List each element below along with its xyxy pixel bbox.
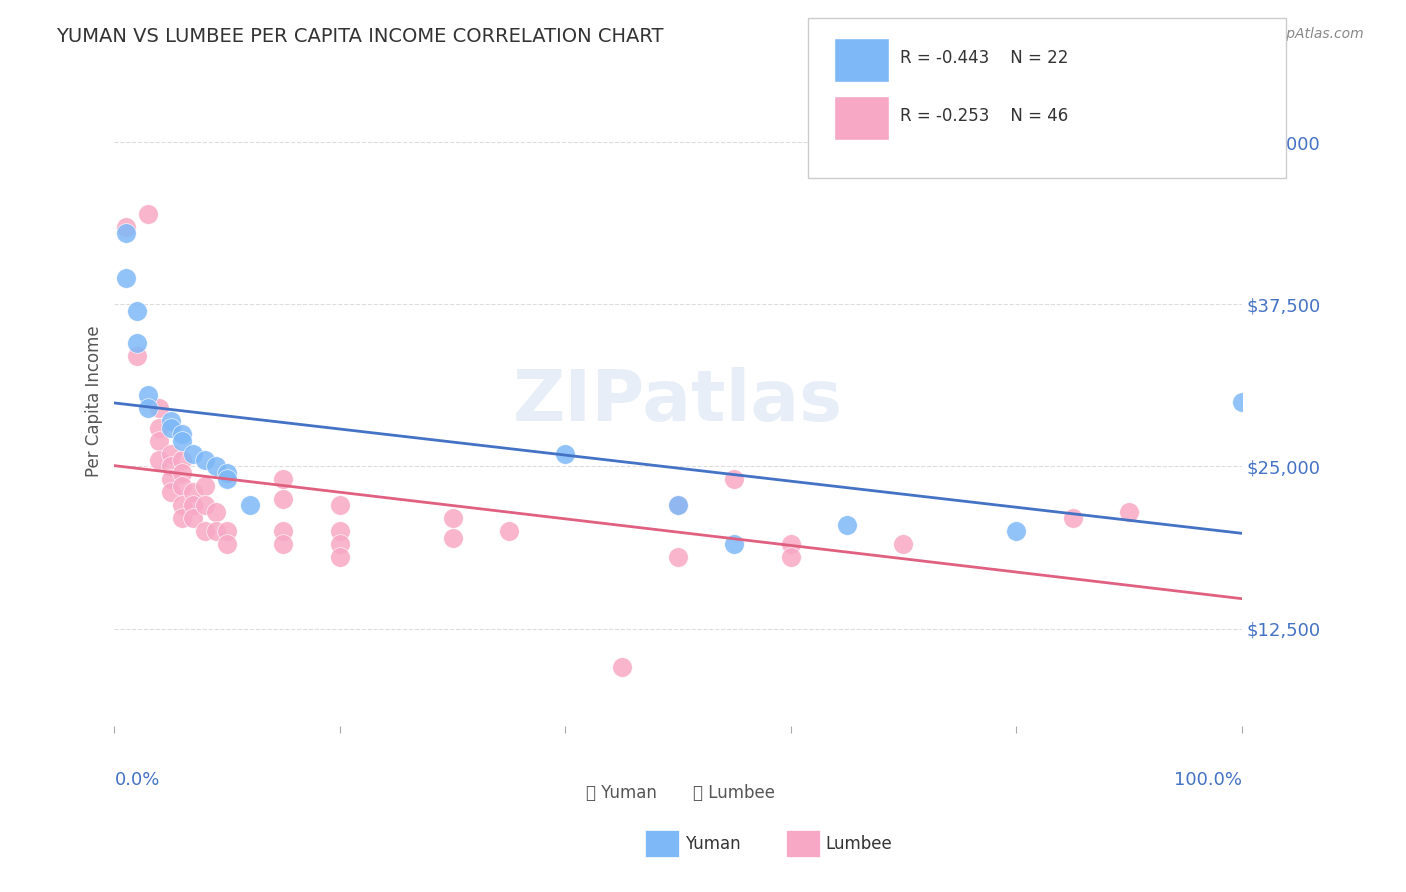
Point <box>114 219 136 234</box>
Point <box>1062 511 1084 525</box>
Point <box>205 524 228 539</box>
Point <box>1230 394 1253 409</box>
Point <box>666 499 689 513</box>
Point <box>893 537 915 551</box>
Point <box>170 499 193 513</box>
Point <box>159 459 181 474</box>
Point <box>125 336 148 351</box>
Point <box>217 472 239 486</box>
Point <box>170 511 193 525</box>
Point <box>666 550 689 565</box>
Point <box>329 524 352 539</box>
Point <box>329 550 352 565</box>
Point <box>835 517 858 532</box>
Point <box>170 427 193 442</box>
Point <box>148 401 170 416</box>
Point <box>273 537 295 551</box>
Point <box>159 472 181 486</box>
Text: ⬛ Lumbee: ⬛ Lumbee <box>693 784 775 802</box>
Text: Source: ZipAtlas.com: Source: ZipAtlas.com <box>1216 27 1364 41</box>
Text: Lumbee: Lumbee <box>825 835 891 853</box>
Point <box>170 479 193 493</box>
Point <box>159 420 181 434</box>
Point <box>610 660 633 674</box>
Point <box>666 499 689 513</box>
Point <box>217 524 239 539</box>
Point <box>779 537 801 551</box>
Text: ⬛ Yuman: ⬛ Yuman <box>586 784 657 802</box>
Point <box>239 499 262 513</box>
Point <box>148 453 170 467</box>
Text: 0.0%: 0.0% <box>114 772 160 789</box>
Point <box>217 466 239 480</box>
Point <box>181 499 204 513</box>
Point <box>554 446 576 460</box>
Point <box>159 446 181 460</box>
Point <box>114 271 136 285</box>
Point <box>205 459 228 474</box>
Point <box>136 388 159 402</box>
Point <box>194 499 217 513</box>
Point <box>329 499 352 513</box>
Point <box>273 472 295 486</box>
Point <box>114 226 136 240</box>
Point <box>441 531 464 545</box>
Point <box>329 537 352 551</box>
Point <box>125 303 148 318</box>
Point <box>1005 524 1028 539</box>
Point <box>194 453 217 467</box>
Point <box>723 537 745 551</box>
Point <box>170 434 193 448</box>
Text: 100.0%: 100.0% <box>1174 772 1241 789</box>
Point <box>194 479 217 493</box>
Point <box>136 401 159 416</box>
Point <box>498 524 520 539</box>
Point <box>205 505 228 519</box>
Point <box>1118 505 1140 519</box>
Point <box>194 524 217 539</box>
Text: YUMAN VS LUMBEE PER CAPITA INCOME CORRELATION CHART: YUMAN VS LUMBEE PER CAPITA INCOME CORREL… <box>56 27 664 45</box>
Text: Yuman: Yuman <box>685 835 741 853</box>
Point <box>779 550 801 565</box>
Point <box>170 466 193 480</box>
Text: R = -0.443    N = 22: R = -0.443 N = 22 <box>900 49 1069 67</box>
Point <box>181 485 204 500</box>
Point <box>181 446 204 460</box>
Point <box>273 491 295 506</box>
Point <box>170 453 193 467</box>
Point <box>217 537 239 551</box>
Point <box>148 434 170 448</box>
Point <box>125 349 148 363</box>
Point <box>136 206 159 220</box>
Point <box>148 420 170 434</box>
Text: R = -0.253    N = 46: R = -0.253 N = 46 <box>900 107 1069 125</box>
Point <box>181 511 204 525</box>
Y-axis label: Per Capita Income: Per Capita Income <box>86 326 103 477</box>
Point <box>441 511 464 525</box>
Point <box>273 524 295 539</box>
Text: ZIPatlas: ZIPatlas <box>513 368 844 436</box>
Point <box>159 414 181 428</box>
Point <box>723 472 745 486</box>
Point <box>159 485 181 500</box>
